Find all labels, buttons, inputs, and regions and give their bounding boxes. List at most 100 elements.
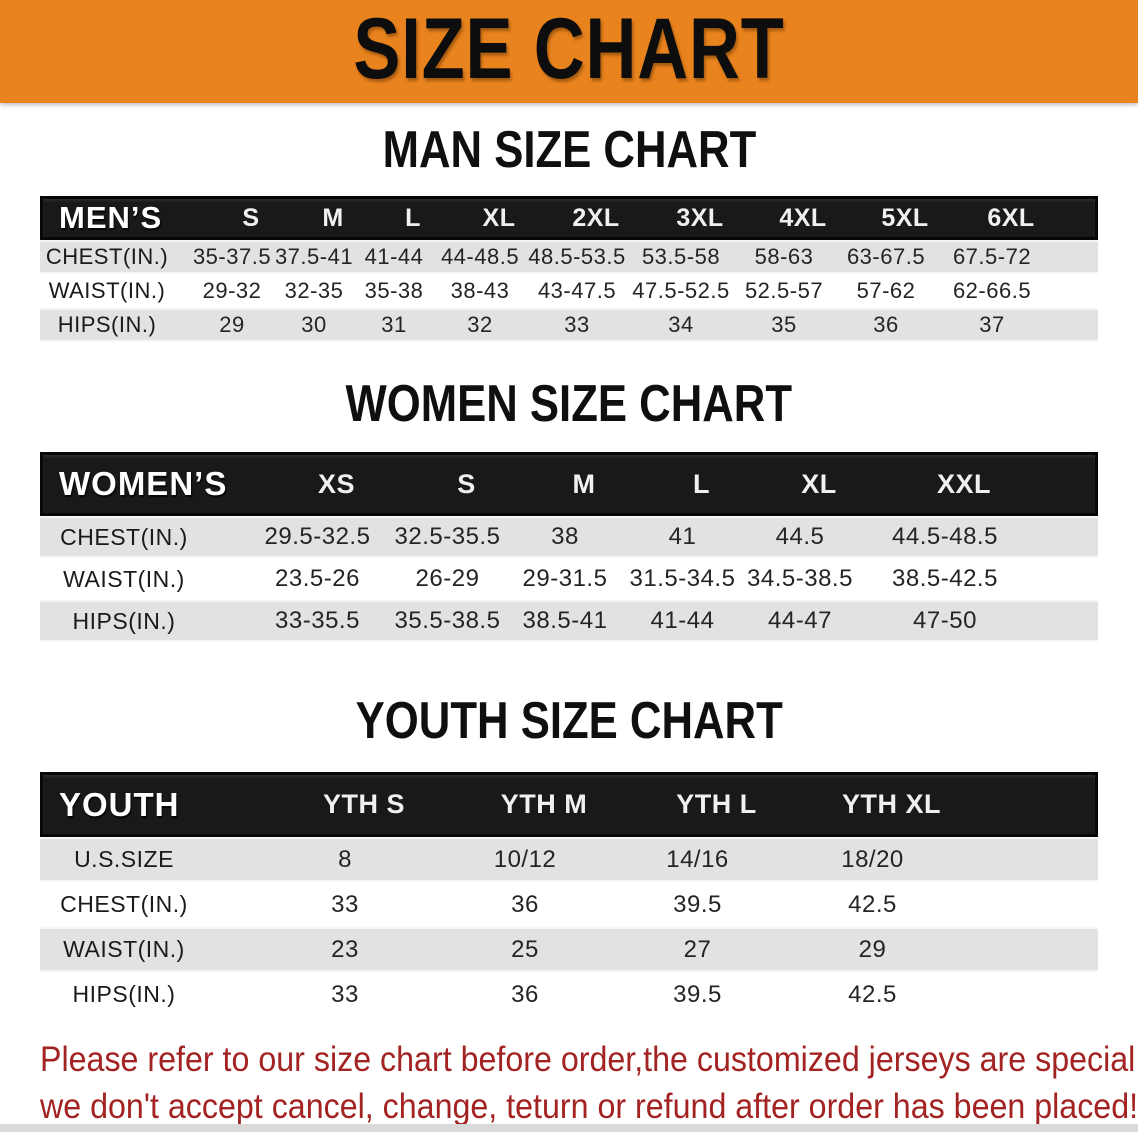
- row-label: CHEST(IN.): [45, 244, 169, 269]
- size-column-header: L: [405, 203, 421, 232]
- table-cell: 29: [858, 935, 887, 963]
- table-cell: 57-62: [856, 278, 916, 303]
- table-cell: 38: [551, 523, 579, 550]
- size-column-header: XL: [482, 203, 516, 232]
- table-cell: 29-32: [202, 278, 262, 303]
- women-section-heading-text: WOMEN SIZE CHART: [345, 375, 793, 433]
- disclaimer-line-1: Please refer to our size chart before or…: [40, 1040, 1138, 1079]
- table-body: CHEST(IN.) 35-37.5 37.5-41 41-44 44-48.5 48.5…: [40, 240, 1098, 342]
- row-label: WAIST(IN.): [48, 278, 166, 303]
- size-column-header: L: [693, 468, 710, 499]
- table-cell: 41-44: [364, 244, 424, 269]
- table-cell: 58-63: [754, 244, 814, 269]
- size-column-header: XL: [801, 468, 837, 499]
- table-cell: 41-44: [650, 607, 715, 634]
- size-column-header: YTH M: [500, 789, 588, 819]
- row-label: CHEST(IN.): [60, 523, 188, 550]
- table-cell: 33: [331, 890, 359, 918]
- size-column-header: XXL: [936, 468, 991, 499]
- table-cell: 34.5-38.5: [747, 565, 853, 592]
- table-cell: 38.5-41: [522, 607, 608, 634]
- size-column-header: 2XL: [572, 203, 620, 232]
- table-cell: 39.5: [673, 980, 722, 1008]
- table-cell: 39.5: [673, 890, 722, 918]
- table-cell: 31.5-34.5: [629, 565, 736, 592]
- size-column-header: YTH S: [322, 789, 405, 819]
- table-cell: 35-38: [364, 278, 424, 303]
- table-cell: 44.5: [775, 523, 825, 550]
- size-column-header: 6XL: [987, 203, 1035, 232]
- youth-section-heading-text: YOUTH SIZE CHART: [355, 692, 783, 750]
- table-cell: 8: [338, 845, 352, 873]
- table-cell: 48.5-53.5: [528, 244, 626, 269]
- row-label: WAIST(IN.): [63, 565, 185, 592]
- size-column-header: M: [322, 203, 344, 232]
- table-cell: 30: [301, 312, 327, 337]
- table-cell: 33-35.5: [275, 607, 360, 634]
- table-cell: 36: [511, 980, 539, 1008]
- table-cell: 32: [467, 312, 493, 337]
- table-cell: 33: [331, 980, 359, 1008]
- table-cell: 47.5-52.5: [632, 278, 730, 303]
- table-cell: 52.5-57: [744, 278, 824, 303]
- row-label: HIPS(IN.): [57, 312, 157, 337]
- table-cell: 44-47: [768, 607, 832, 634]
- size-column-header: YTH L: [676, 789, 757, 819]
- table-cell: 37.5-41: [274, 244, 354, 269]
- table-cell: 27: [683, 935, 712, 963]
- table-cell: 33: [564, 312, 590, 337]
- men-size-table: MEN’S S M L XL 2XL 3XL 4XL 5XL 6XL CHEST(IN.) 35-37…: [40, 196, 1098, 342]
- size-chart-banner: SIZE CHART: [0, 0, 1138, 103]
- order-disclaimer: Please refer to our size chart before or…: [40, 1036, 1138, 1130]
- table-cell: 36: [511, 890, 539, 918]
- table-cell: 35-37.5: [192, 244, 272, 269]
- table-cell: 53.5-58: [641, 244, 721, 269]
- table-cell: 44-48.5: [440, 244, 520, 269]
- man-section-heading-text: MAN SIZE CHART: [382, 121, 756, 179]
- table-cell: 35.5-38.5: [394, 607, 501, 634]
- table-cell: 62-66.5: [952, 278, 1032, 303]
- table-cell: 29: [219, 312, 245, 337]
- table-cell: 14/16: [666, 845, 729, 873]
- table-cell: 34: [668, 312, 694, 337]
- banner-title: SIZE CHART: [353, 0, 785, 97]
- table-cell: 67.5-72: [952, 244, 1032, 269]
- size-column-header: 5XL: [881, 203, 929, 232]
- table-cell: 42.5: [848, 980, 897, 1008]
- table-row: CHEST(IN.) 33 36 39.5 42.5: [40, 882, 1098, 927]
- table-row: U.S.SIZE 8 10/12 14/16 18/20: [40, 837, 1098, 882]
- table-row: HIPS(IN.) 29 30 31 32 33 34 35 36 37: [40, 308, 1098, 342]
- table-row: WAIST(IN.) 29-32 32-35 35-38 38-43 43-47.5 47.…: [40, 274, 1098, 308]
- table-cell: 41: [668, 523, 697, 550]
- table-title: WOMEN’S: [59, 465, 228, 502]
- table-cell: 63-67.5: [846, 244, 926, 269]
- table-cell: 10/12: [493, 845, 557, 873]
- size-column-header: M: [572, 468, 596, 499]
- youth-section-heading: YOUTH SIZE CHART: [0, 695, 1138, 747]
- table-cell: 37: [979, 312, 1005, 337]
- size-column-header: 3XL: [676, 203, 724, 232]
- size-column-header: YTH XL: [841, 789, 941, 819]
- table-body: CHEST(IN.) 29.5-32.5 32.5-35.5 38 41 44.5 44.5…: [40, 516, 1098, 642]
- table-cell: 18/20: [841, 845, 904, 873]
- table-cell: 23.5-26: [275, 565, 360, 592]
- table-row: WAIST(IN.) 23.5-26 26-29 29-31.5 31.5-34.5 34…: [40, 558, 1098, 600]
- table-title: MEN’S: [59, 200, 163, 235]
- table-cell: 38-43: [450, 278, 510, 303]
- disclaimer-line-2: we don't accept cancel, change, teturn o…: [40, 1087, 1138, 1126]
- table-row: CHEST(IN.) 35-37.5 37.5-41 41-44 44-48.5 48.5…: [40, 240, 1098, 274]
- table-cell: 38.5-42.5: [892, 565, 998, 592]
- row-label: U.S.SIZE: [74, 846, 174, 872]
- table-cell: 29.5-32.5: [264, 523, 371, 550]
- size-column-header: XS: [317, 468, 356, 499]
- size-column-header: S: [457, 468, 476, 499]
- table-cell: 42.5: [848, 890, 897, 918]
- table-cell: 43-47.5: [537, 278, 617, 303]
- size-column-header: S: [242, 203, 260, 232]
- table-cell: 29-31.5: [522, 565, 608, 592]
- table-cell: 26-29: [415, 565, 480, 592]
- youth-size-table: YOUTH YTH S YTH M YTH L YTH XL U.S.SIZE 8 10/12…: [40, 772, 1098, 1017]
- table-row: WAIST(IN.) 23 25 27 29: [40, 927, 1098, 972]
- table-cell: 47-50: [913, 607, 977, 634]
- row-label: HIPS(IN.): [72, 981, 176, 1007]
